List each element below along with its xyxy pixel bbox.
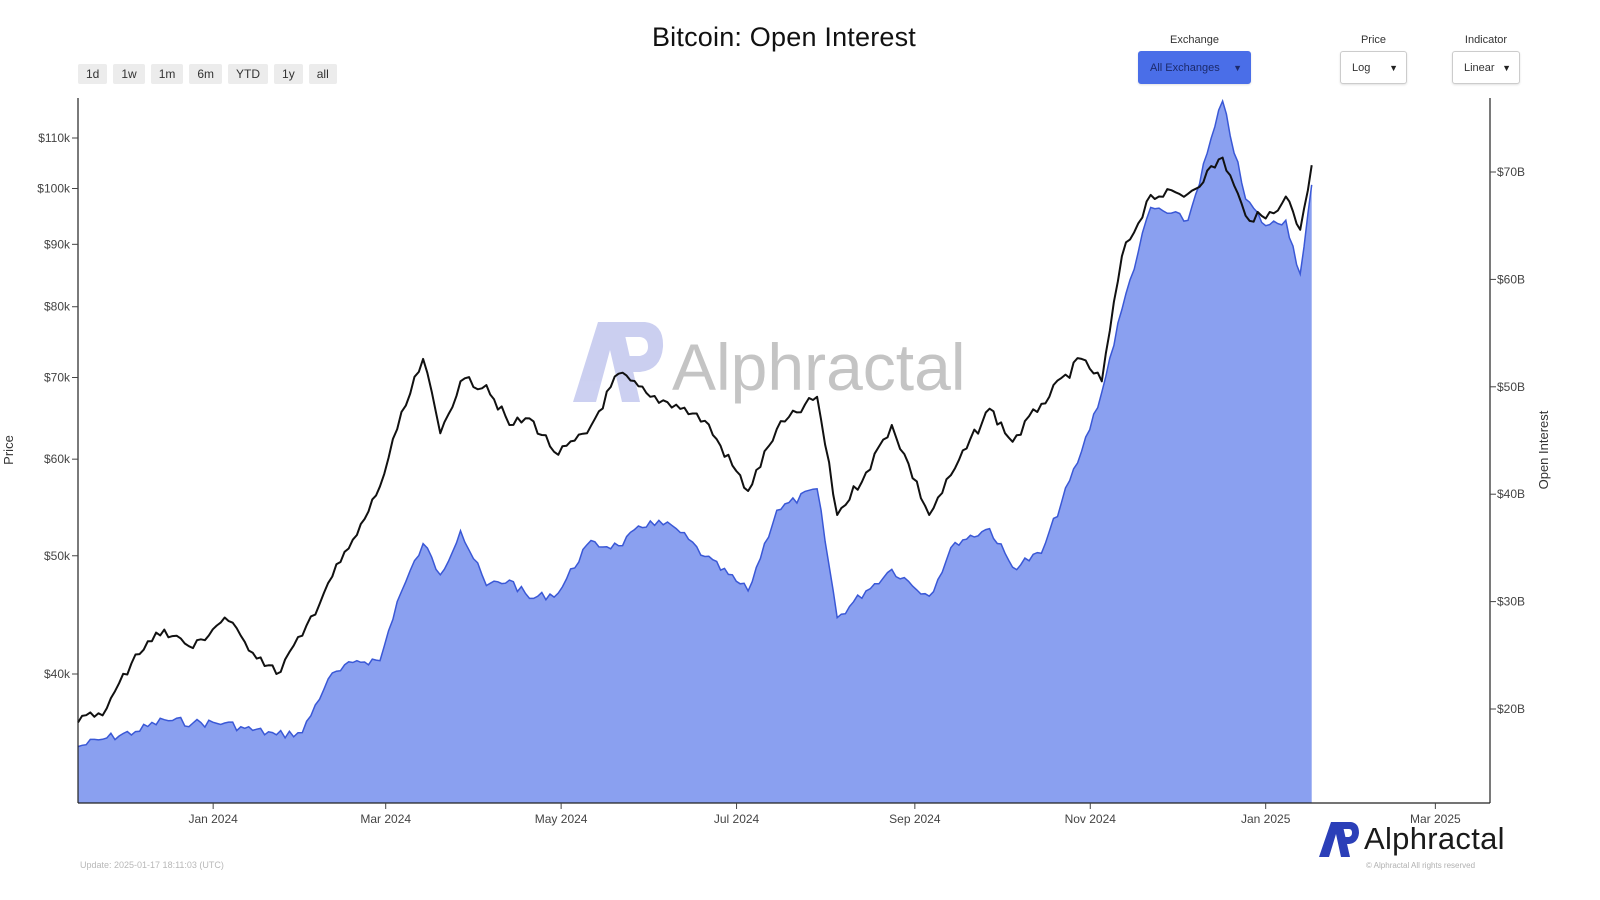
indicator-scale-control: Indicator Linear ▼ bbox=[1452, 34, 1520, 84]
right-tick-label: $40B bbox=[1497, 487, 1525, 501]
price-scale-value: Log bbox=[1352, 61, 1371, 74]
x-tick-label: May 2024 bbox=[535, 812, 588, 826]
open-interest-area bbox=[77, 98, 1313, 804]
left-tick-label: $40k bbox=[44, 667, 71, 681]
indicator-scale-label: Indicator bbox=[1464, 34, 1508, 46]
right-tick-label: $70B bbox=[1497, 165, 1525, 179]
time-range-selector: 1d 1w 1m 6m YTD 1y all bbox=[78, 64, 337, 84]
range-button-1w[interactable]: 1w bbox=[113, 64, 145, 84]
watermark: Alphractal bbox=[573, 322, 966, 404]
left-axis-ticks: $40k $50k $60k $70k $80k $90k $100k $110k bbox=[37, 131, 78, 681]
open-interest-line bbox=[77, 98, 1313, 748]
x-tick-label: Jul 2024 bbox=[714, 812, 760, 826]
chevron-down-icon: ▼ bbox=[1502, 62, 1511, 73]
left-tick-label: $100k bbox=[37, 182, 71, 196]
x-tick-label: Jan 2025 bbox=[1241, 812, 1291, 826]
range-button-1m[interactable]: 1m bbox=[150, 64, 184, 84]
x-tick-label: Mar 2024 bbox=[360, 812, 411, 826]
price-scale-control: Price Log ▼ bbox=[1340, 34, 1407, 84]
logo-text: Alphractal bbox=[1364, 821, 1505, 856]
watermark-logo-icon bbox=[573, 322, 664, 402]
y-axis-title-right: Open Interest bbox=[1536, 410, 1551, 489]
left-tick-label: $80k bbox=[44, 300, 71, 314]
range-button-1d[interactable]: 1d bbox=[78, 64, 108, 84]
left-tick-label: $110k bbox=[38, 131, 71, 145]
right-tick-label: $60B bbox=[1497, 272, 1525, 286]
copyright-text: © Alphractal All rights reserved bbox=[1366, 861, 1476, 870]
watermark-text: Alphractal bbox=[672, 330, 966, 404]
right-tick-label: $30B bbox=[1497, 595, 1525, 609]
right-tick-label: $50B bbox=[1497, 380, 1525, 394]
left-tick-label: $90k bbox=[44, 237, 71, 251]
chevron-down-icon: ▼ bbox=[1233, 62, 1242, 73]
chart-title: Bitcoin: Open Interest bbox=[651, 22, 917, 52]
update-timestamp: Update: 2025-01-17 18:11:03 (UTC) bbox=[80, 860, 224, 870]
price-line bbox=[77, 156, 1313, 724]
open-interest-fill bbox=[78, 101, 1312, 804]
range-button-ytd[interactable]: YTD bbox=[228, 64, 269, 84]
left-tick-label: $70k bbox=[44, 370, 71, 384]
right-tick-label: $20B bbox=[1497, 702, 1525, 716]
range-button-6m[interactable]: 6m bbox=[189, 64, 223, 84]
alphractal-logo-icon bbox=[1319, 822, 1359, 857]
exchange-control: Exchange All Exchanges ▼ bbox=[1138, 34, 1251, 84]
brand-logo[interactable]: Alphractal bbox=[1318, 820, 1505, 858]
exchange-label: Exchange bbox=[1170, 34, 1219, 46]
chevron-down-icon: ▼ bbox=[1389, 62, 1398, 73]
left-tick-label: $50k bbox=[44, 549, 71, 563]
exchange-select[interactable]: All Exchanges ▼ bbox=[1138, 51, 1251, 84]
x-axis-ticks: Jan 2024 Mar 2024 May 2024 Jul 2024 Sep 2024… bbox=[188, 803, 1461, 826]
price-scale-select[interactable]: Log ▼ bbox=[1340, 51, 1407, 84]
x-tick-label: Nov 2024 bbox=[1065, 812, 1117, 826]
price-polyline bbox=[77, 156, 1313, 724]
x-tick-label: Sep 2024 bbox=[889, 812, 941, 826]
left-tick-label: $60k bbox=[44, 452, 71, 466]
price-scale-label: Price bbox=[1360, 34, 1387, 46]
indicator-scale-select[interactable]: Linear ▼ bbox=[1452, 51, 1520, 84]
x-tick-label: Mar 2025 bbox=[1410, 812, 1461, 826]
right-axis-ticks: $20B $30B $40B $50B $60B $70B bbox=[1490, 165, 1525, 716]
indicator-scale-value: Linear bbox=[1464, 61, 1495, 74]
y-axis-title-left: Price bbox=[1, 435, 16, 465]
range-button-1y[interactable]: 1y bbox=[274, 64, 303, 84]
range-button-all[interactable]: all bbox=[308, 64, 337, 84]
exchange-select-value: All Exchanges bbox=[1150, 61, 1220, 74]
x-tick-label: Jan 2024 bbox=[188, 812, 238, 826]
